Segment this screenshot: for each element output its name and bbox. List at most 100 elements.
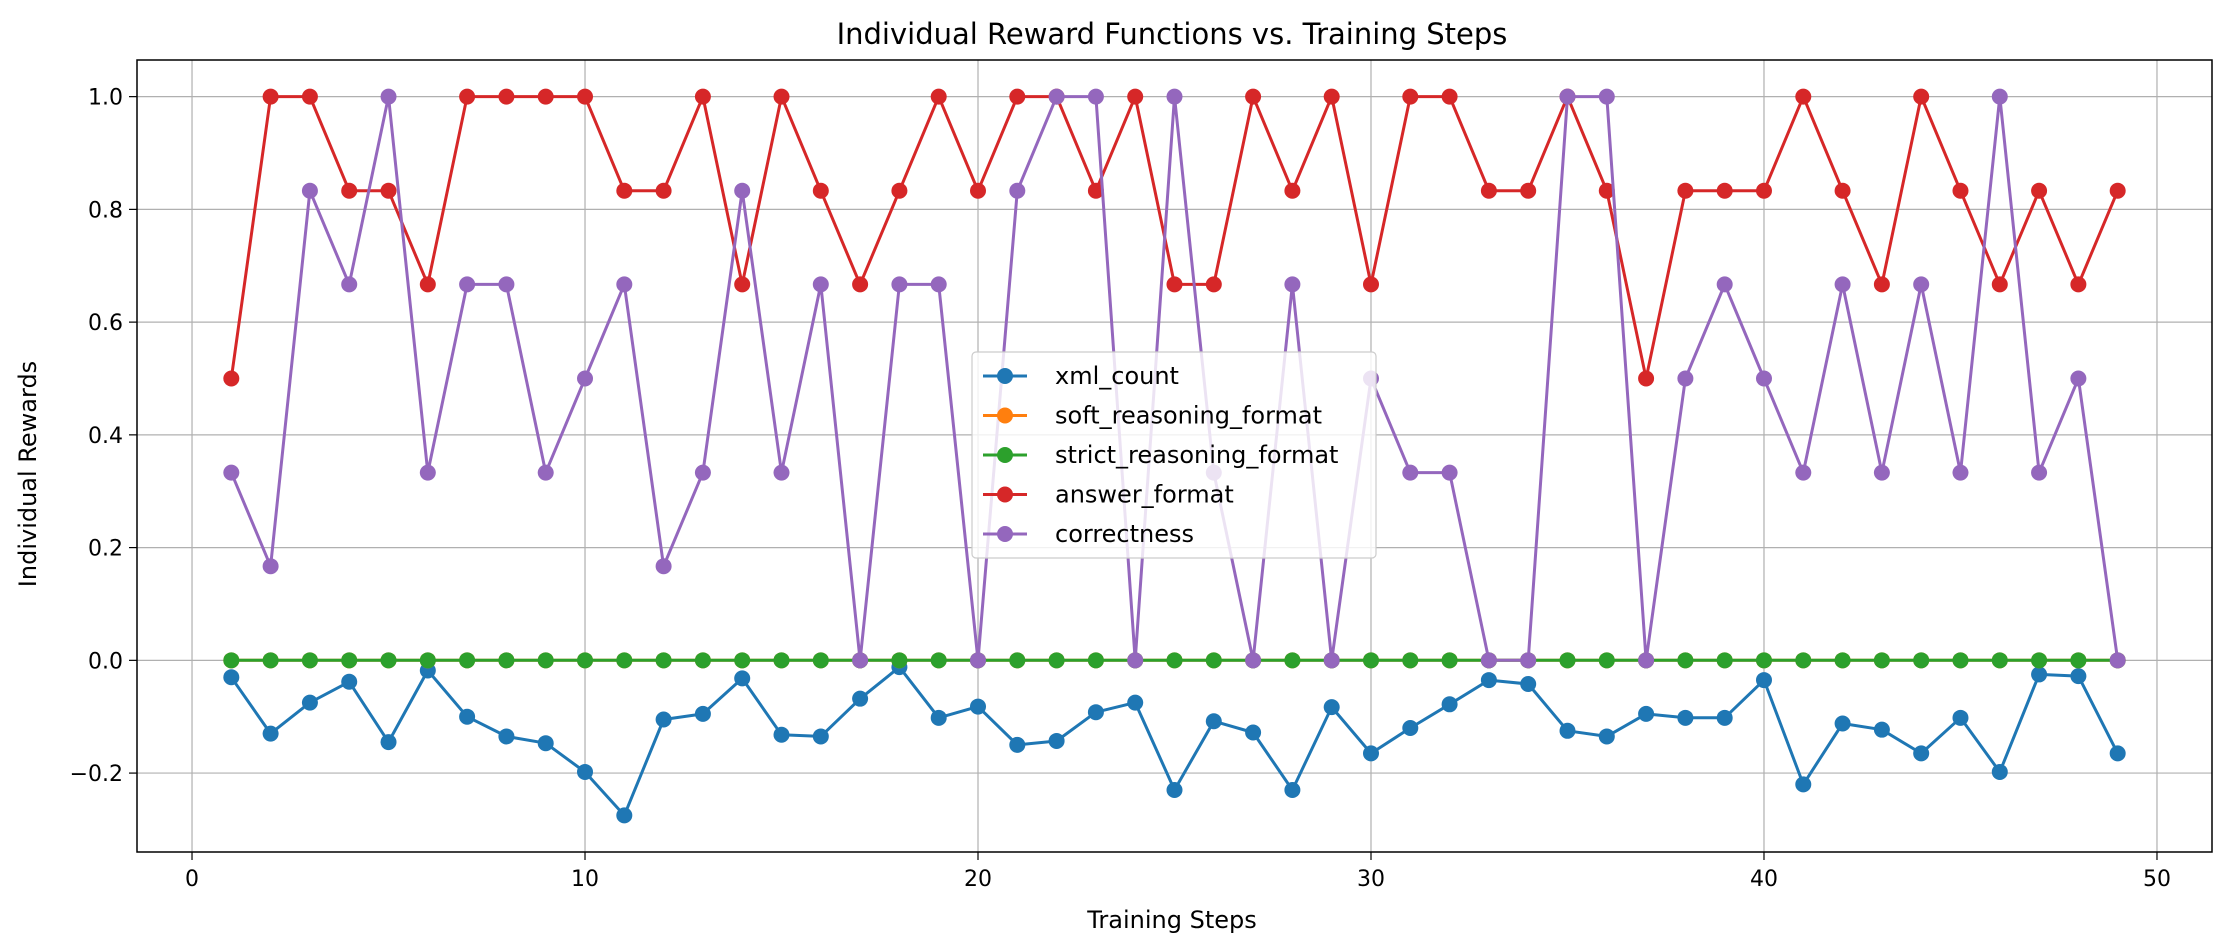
axis-ticks: 0 10 20 30 40 50 −0.2 0.0 0.2 0.4 0.6 0.8 1.0: [70, 86, 2171, 892]
data-point: [223, 669, 240, 686]
data-point: [459, 708, 476, 725]
data-point: [1520, 652, 1537, 669]
data-point: [459, 276, 476, 293]
data-point: [616, 652, 633, 669]
data-point: [1362, 745, 1379, 762]
data-point: [930, 652, 947, 669]
data-point: [2031, 652, 2048, 669]
legend-item: strict_reasoning_format: [983, 441, 1338, 469]
data-point: [1834, 715, 1851, 732]
data-point: [537, 735, 554, 752]
data-point: [1638, 370, 1655, 387]
data-point: [1598, 88, 1615, 105]
data-point: [852, 652, 869, 669]
data-point: [1205, 713, 1222, 730]
data-point: [1559, 652, 1576, 669]
data-point: [419, 276, 436, 293]
data-point: [341, 182, 358, 199]
data-point: [616, 807, 633, 824]
data-point: [2070, 668, 2087, 685]
data-point: [1716, 652, 1733, 669]
data-point: [930, 276, 947, 293]
y-tick-label: 0.6: [88, 311, 123, 336]
data-point: [2109, 652, 2126, 669]
data-point: [812, 276, 829, 293]
data-point: [1127, 652, 1144, 669]
data-point: [655, 558, 672, 575]
data-point: [1087, 704, 1104, 721]
data-point: [1559, 722, 1576, 739]
data-point: [1480, 672, 1497, 689]
data-point: [970, 698, 987, 715]
data-point: [301, 182, 318, 199]
data-point: [2070, 652, 2087, 669]
data-point: [1913, 88, 1930, 105]
data-point: [341, 673, 358, 690]
data-point: [655, 711, 672, 728]
data-point: [537, 88, 554, 105]
data-point: [1048, 88, 1065, 105]
data-point: [459, 652, 476, 669]
data-point: [1284, 276, 1301, 293]
data-point: [930, 88, 947, 105]
data-point: [1127, 88, 1144, 105]
legend: xml_count soft_reasoning_format strict_rea…: [971, 351, 1377, 559]
data-point: [1913, 652, 1930, 669]
x-tick-label: 0: [185, 867, 199, 892]
data-point: [380, 734, 397, 751]
data-point: [1323, 652, 1340, 669]
series-strict-reasoning-format: [223, 652, 2126, 669]
data-point: [734, 652, 751, 669]
legend-swatch-marker: [997, 486, 1013, 503]
data-point: [380, 182, 397, 199]
data-point: [1520, 182, 1537, 199]
data-point: [1087, 652, 1104, 669]
data-point: [1205, 276, 1222, 293]
data-point: [1991, 88, 2008, 105]
data-point: [577, 652, 594, 669]
data-point: [1834, 652, 1851, 669]
data-point: [734, 182, 751, 199]
data-point: [694, 464, 711, 481]
data-point: [1087, 182, 1104, 199]
series-correctness: [223, 88, 2126, 669]
data-point: [223, 464, 240, 481]
data-point: [577, 763, 594, 780]
data-point: [1598, 182, 1615, 199]
legend-label: xml_count: [1055, 362, 1179, 390]
data-point: [223, 652, 240, 669]
data-point: [1009, 88, 1026, 105]
data-point: [1913, 745, 1930, 762]
data-point: [1952, 182, 1969, 199]
data-point: [577, 88, 594, 105]
data-point: [1873, 721, 1890, 738]
data-point: [1991, 276, 2008, 293]
data-point: [1441, 696, 1458, 713]
data-point: [1441, 652, 1458, 669]
data-point: [498, 652, 515, 669]
legend-swatch-marker: [997, 526, 1013, 542]
data-point: [1716, 182, 1733, 199]
data-point: [1362, 276, 1379, 293]
data-point: [1048, 732, 1065, 749]
x-tick-label: 20: [964, 867, 992, 892]
data-point: [1795, 464, 1812, 481]
data-point: [1755, 652, 1772, 669]
data-point: [694, 652, 711, 669]
legend-label: answer_format: [1055, 481, 1234, 509]
data-point: [930, 709, 947, 726]
data-point: [891, 652, 908, 669]
data-point: [419, 652, 436, 669]
data-point: [1755, 672, 1772, 689]
data-point: [1873, 652, 1890, 669]
data-point: [970, 652, 987, 669]
data-point: [1677, 182, 1694, 199]
data-point: [2031, 182, 2048, 199]
legend-label: correctness: [1055, 520, 1194, 548]
data-point: [694, 705, 711, 722]
data-point: [616, 182, 633, 199]
x-tick-label: 10: [571, 867, 599, 892]
data-point: [419, 464, 436, 481]
data-point: [1441, 88, 1458, 105]
